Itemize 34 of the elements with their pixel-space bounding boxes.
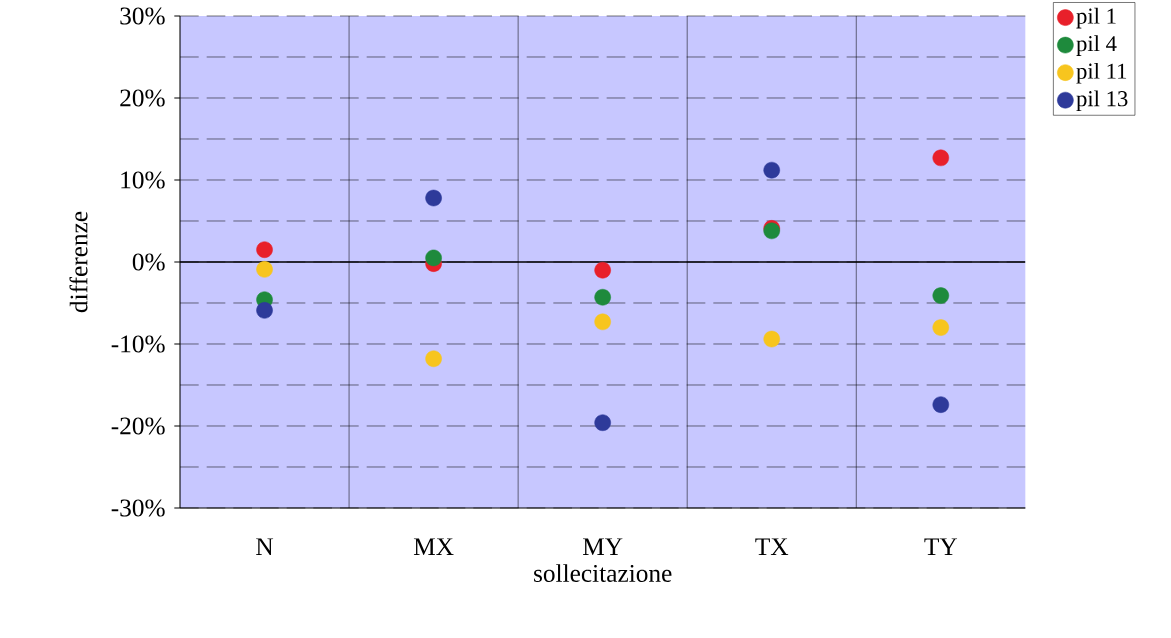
point [594, 414, 611, 431]
point [763, 330, 780, 348]
point [594, 288, 611, 306]
point [594, 313, 611, 331]
x-tick-label: MY [582, 538, 623, 555]
point [932, 149, 950, 167]
point [256, 241, 273, 258]
y-tick-label: -20% [111, 417, 165, 435]
point [932, 287, 950, 304]
x-tick-label: TX [755, 538, 789, 555]
y-tick-label: 20% [120, 89, 165, 107]
y-axis-title: differenze [69, 211, 88, 313]
legend-label: pil 11 [1076, 62, 1127, 84]
point [932, 319, 950, 336]
point [594, 261, 611, 279]
legend-label: pil 1 [1076, 7, 1116, 29]
x-axis-title: sollecitazione [534, 564, 672, 582]
point [256, 261, 273, 278]
y-tick-label: 30% [120, 7, 165, 25]
x-tick-label: N [256, 538, 274, 555]
point [932, 396, 950, 413]
point [425, 189, 442, 207]
x-tick-label: MX [413, 538, 454, 555]
point [425, 249, 442, 267]
x-tick-label: TY [924, 538, 958, 555]
point [256, 302, 273, 319]
y-tick-label: 10% [121, 171, 165, 189]
point [763, 161, 780, 179]
y-tick-label: -30% [111, 499, 165, 517]
point [425, 350, 442, 368]
legend-label: pil 4 [1076, 35, 1117, 56]
legend-label: pil 13 [1076, 90, 1128, 111]
y-tick-label: 0% [132, 253, 165, 271]
y-tick-label: -10% [111, 335, 165, 353]
